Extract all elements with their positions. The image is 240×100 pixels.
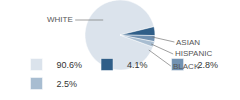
svg-text:BLACK: BLACK [173, 62, 200, 71]
svg-text:2.8%: 2.8% [198, 60, 219, 70]
svg-text:WHITE: WHITE [47, 15, 73, 24]
svg-text:2.5%: 2.5% [57, 79, 78, 89]
svg-text:90.6%: 90.6% [57, 60, 83, 70]
svg-text:4.1%: 4.1% [127, 60, 148, 70]
svg-text:ASIAN: ASIAN [176, 38, 200, 47]
svg-text:HISPANIC: HISPANIC [175, 49, 212, 58]
